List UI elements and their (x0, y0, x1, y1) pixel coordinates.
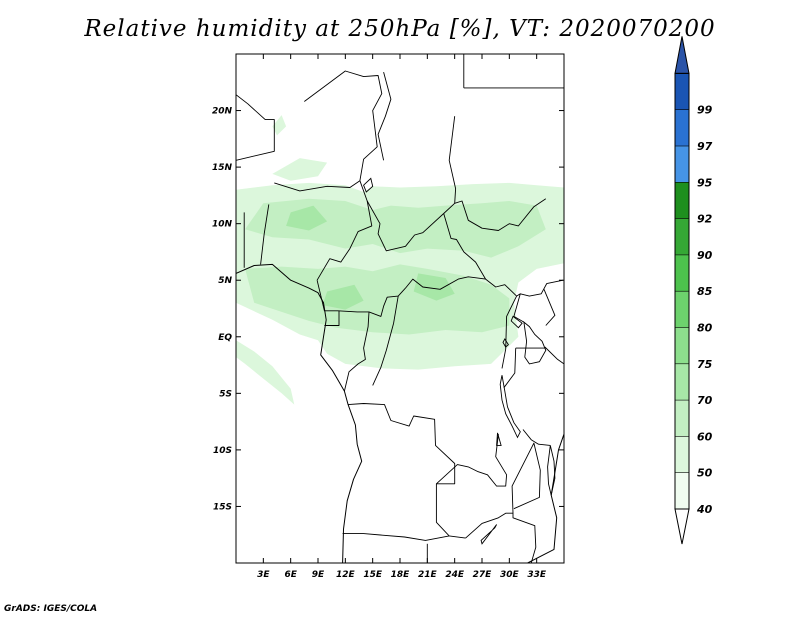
axis-layer: 3E 6E 9E 12E 15E 18E 21E 24E 27E 30E 33E 20N 15N 10N 5… (212, 54, 564, 580)
colorbar-label: 75 (697, 358, 713, 371)
x-tick-label: 18E (391, 570, 411, 580)
colorbar-segment (675, 218, 689, 255)
y-tick-label: 5N (218, 276, 232, 286)
humidity-region-70 (286, 205, 328, 231)
humidity-region-70 (322, 284, 364, 310)
colorbar-segment (675, 182, 689, 219)
country-border (543, 289, 556, 326)
y-tick-label: 10N (212, 220, 233, 230)
x-tick-label: 30E (500, 570, 520, 580)
y-tick-label: 15S (213, 502, 232, 512)
lake-outline (480, 524, 497, 545)
x-tick-label: 6E (284, 570, 297, 580)
humidity-region-50 (236, 340, 295, 405)
country-border (377, 71, 392, 161)
boundary-layer (236, 54, 564, 563)
colorbar-segment (675, 73, 689, 110)
lake-outline (547, 445, 556, 496)
lake-outline (363, 177, 374, 193)
colorbar: 40 50 60 70 75 80 85 90 92 95 97 99 (674, 36, 713, 545)
humidity-region-60 (245, 198, 546, 258)
colorbar-segment (675, 436, 689, 473)
colorbar-label: 80 (697, 322, 713, 335)
x-tick-label: 27E (473, 570, 493, 580)
country-border (522, 429, 551, 446)
colorbar-label: 60 (697, 430, 713, 443)
colorbar-segment (675, 363, 689, 401)
country-border (501, 295, 518, 369)
country-border (324, 310, 340, 326)
colorbar-label: 97 (697, 140, 713, 153)
grads-credit: GrADS: IGES/COLA (4, 604, 98, 614)
humidity-region-50 (272, 115, 287, 136)
coastline (236, 263, 363, 563)
humidity-region-50 (272, 158, 328, 181)
colorbar-under-arrow (674, 508, 690, 545)
y-tick-label: 10S (213, 446, 232, 456)
country-border (513, 293, 525, 323)
colorbar-segment (675, 327, 689, 364)
colorbar-label: 85 (697, 285, 713, 298)
y-tick-label: 15N (212, 163, 233, 173)
humidity-region-70 (413, 273, 455, 301)
y-tick-label: 20N (212, 107, 233, 117)
map-title: Relative humidity at 250hPa [%], VT: 202… (84, 16, 716, 42)
country-border (448, 116, 457, 204)
colorbar-segment (675, 146, 689, 183)
colorbar-segment (675, 254, 689, 292)
x-tick-label: 3E (257, 570, 270, 580)
colorbar-label: 95 (697, 176, 713, 189)
country-border (366, 200, 486, 280)
x-tick-label: 9E (312, 570, 325, 580)
country-border (274, 180, 361, 192)
country-border (443, 198, 547, 231)
country-border (544, 346, 564, 365)
colorbar-label: 50 (697, 467, 713, 480)
colorbar-segment (675, 400, 689, 437)
y-tick-label: 5S (219, 389, 232, 399)
colorbar-over-arrow (674, 36, 690, 74)
humidity-fill-layer (236, 115, 564, 405)
y-tick-label: EQ (218, 333, 232, 343)
country-border (343, 311, 370, 392)
country-border (436, 434, 508, 487)
country-border (236, 94, 275, 161)
x-tick-label: 12E (336, 570, 356, 580)
colorbar-segment (675, 472, 689, 509)
country-border (316, 280, 406, 317)
country-border (260, 204, 270, 265)
colorbar-label: 70 (697, 394, 713, 407)
country-border (348, 403, 466, 539)
x-tick-label: 21E (418, 570, 438, 580)
lake-outline (499, 375, 521, 439)
country-border (304, 70, 383, 181)
colorbar-label: 40 (696, 503, 713, 516)
country-border (511, 442, 541, 514)
x-tick-label: 15E (363, 570, 383, 580)
country-border (316, 180, 373, 281)
colorbar-segment (675, 109, 689, 146)
x-tick-label: 33E (527, 570, 547, 580)
lake-outline (496, 432, 502, 446)
lake-outline (502, 338, 509, 348)
x-tick-label: 24E (445, 570, 465, 580)
lake-outline (510, 315, 523, 329)
lake-outline (523, 321, 547, 365)
colorbar-label: 92 (697, 213, 713, 226)
country-border (342, 533, 450, 541)
colorbar-label: 90 (697, 249, 713, 262)
colorbar-segment (675, 291, 689, 328)
colorbar-label: 99 (697, 104, 713, 117)
country-border (372, 296, 399, 386)
country-border (405, 276, 564, 297)
country-border (503, 348, 517, 388)
